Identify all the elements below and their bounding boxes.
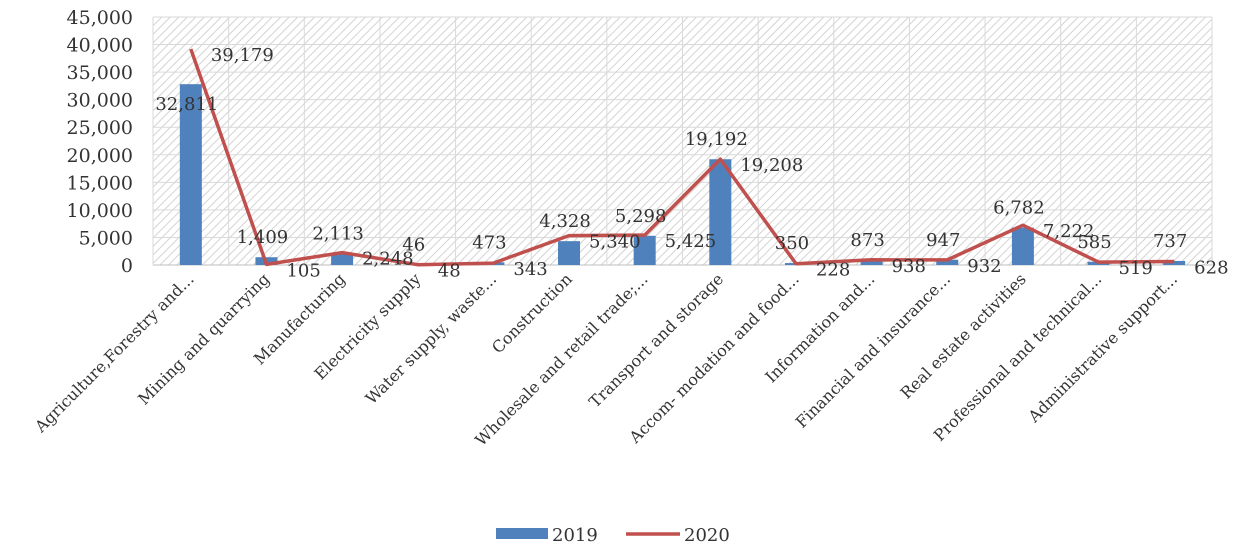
data-label-2020: 519: [1119, 258, 1153, 279]
data-label-2019: 4,328: [539, 211, 591, 232]
data-label-2020: 19,208: [740, 155, 803, 176]
data-label-2019: 6,782: [993, 198, 1045, 219]
x-tick-label: Transport and storage: [585, 269, 727, 411]
data-label-2020: 2,248: [362, 249, 414, 270]
y-tick-label: 45,000: [67, 7, 133, 29]
x-tick-label: Administrative support...: [1024, 269, 1181, 426]
bar-2019: [331, 253, 354, 265]
y-axis-ticks: 0 5,000 10,000 15,000 20,000 25,000 30,000 35,0…: [67, 7, 133, 277]
y-tick-label: 10,000: [67, 200, 133, 222]
data-label-2019: 32,811: [155, 94, 218, 115]
bar-2019: [936, 259, 959, 265]
data-label-2020: 343: [513, 259, 547, 280]
y-tick-label: 5,000: [79, 227, 133, 249]
bar-2019: [860, 260, 883, 265]
x-tick-label: Water supply, waste...: [362, 269, 501, 408]
data-label-2020: 932: [967, 256, 1001, 277]
y-tick-label: 35,000: [67, 62, 133, 84]
data-label-2020: 5,340: [589, 232, 641, 253]
bar-2019: [558, 241, 581, 265]
data-label-2019: 947: [926, 230, 960, 251]
data-label-2020: 7,222: [1043, 221, 1095, 242]
data-label-2020: 938: [892, 256, 926, 277]
x-tick-label: Real estate activities: [897, 269, 1030, 402]
data-label-2020: 48: [438, 261, 461, 282]
data-label-2020: 228: [816, 260, 850, 281]
x-tick-label: Agriculture,Forestry and...: [30, 269, 197, 436]
y-tick-label: 20,000: [67, 145, 133, 167]
data-label-2019: 2,113: [312, 223, 364, 244]
x-axis-labels: Agriculture,Forestry and...Mining and qu…: [30, 269, 1181, 449]
data-labels: 32,811 1,409 2,113 46 473 4,328 5,298 19,192 350…: [155, 45, 1228, 282]
legend-label-2020: 2020: [684, 525, 730, 546]
data-label-2019: 737: [1153, 231, 1187, 252]
data-label-2019: 350: [775, 233, 809, 254]
data-label-2019: 46: [402, 235, 425, 256]
x-tick-label: Mining and quarrying: [134, 269, 273, 408]
data-label-2020: 628: [1194, 258, 1228, 279]
y-tick-label: 0: [121, 255, 133, 277]
y-tick-label: 40,000: [67, 35, 133, 57]
y-tick-label: 25,000: [67, 117, 133, 139]
y-tick-label: 30,000: [67, 90, 133, 112]
gridlines: [152, 16, 1213, 266]
data-label-2020: 105: [286, 260, 320, 281]
bar-2019: [633, 235, 656, 265]
data-label-2019: 5,298: [615, 206, 667, 227]
y-tick-label: 15,000: [67, 172, 133, 194]
bar-2019: [179, 84, 202, 266]
data-label-2019: 1,409: [237, 227, 289, 248]
data-label-2019: 585: [1077, 232, 1111, 253]
data-label-2019: 19,192: [685, 129, 748, 150]
x-tick-label: Financial and insurance...: [792, 269, 954, 431]
legend: 2019 2020: [496, 525, 730, 546]
data-label-2020: 5,425: [665, 231, 717, 252]
line-2020: [189, 48, 1175, 267]
legend-swatch-2019: [496, 528, 548, 539]
bar-2019: [1011, 227, 1034, 265]
legend-label-2019: 2019: [552, 525, 598, 546]
data-label-2019: 873: [850, 230, 884, 251]
bar-2019: [709, 159, 732, 265]
data-label-2020: 39,179: [211, 45, 274, 66]
data-label-2019: 473: [472, 232, 506, 253]
